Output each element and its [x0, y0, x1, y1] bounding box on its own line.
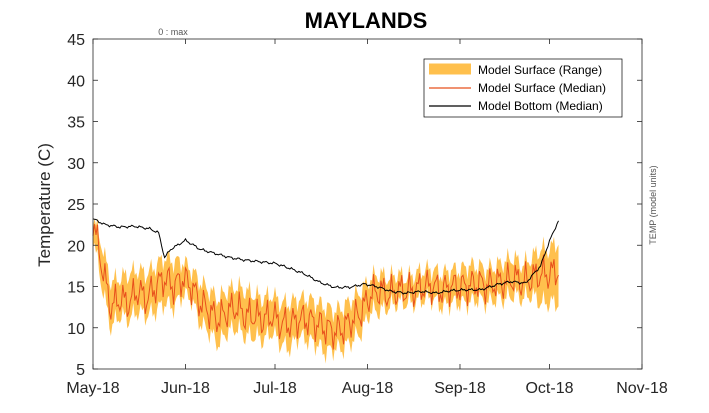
y-tick-label: 35 — [67, 115, 85, 132]
legend: Model Surface (Range) Model Surface (Med… — [423, 58, 623, 118]
legend-label-surface: Model Surface (Median) — [478, 81, 606, 95]
x-axis-ticks: May-18 Jun-18 Jul-18 Aug-18 Sep-18 Oct-18 Nov-… — [66, 39, 668, 397]
top-note: 0 : max — [158, 27, 188, 37]
x-tick-label: Oct-18 — [525, 380, 573, 397]
y-tick-label: 5 — [76, 362, 85, 379]
legend-label-range: Model Surface (Range) — [478, 63, 602, 77]
y-tick-label: 10 — [67, 321, 85, 338]
y-tick-label: 25 — [67, 197, 85, 214]
legend-label-bottom: Model Bottom (Median) — [478, 99, 603, 113]
x-tick-label: Aug-18 — [342, 380, 394, 397]
chart-title: MAYLANDS — [305, 8, 428, 33]
x-tick-label: May-18 — [66, 380, 119, 397]
x-tick-label: Jun-18 — [161, 380, 210, 397]
series-bottom-median-line — [92, 218, 559, 295]
x-tick-label: Nov-18 — [616, 380, 668, 397]
x-tick-label: Sep-18 — [434, 380, 486, 397]
y-axis-ticks: 5 10 15 20 25 30 35 40 45 — [67, 32, 642, 379]
y-tick-label: 45 — [67, 32, 85, 49]
y-tick-label: 15 — [67, 280, 85, 297]
y-tick-label: 20 — [67, 238, 85, 255]
y-tick-label: 30 — [67, 156, 85, 173]
right-axis-label: TEMP (model units) — [648, 165, 658, 244]
x-tick-label: Jul-18 — [253, 380, 297, 397]
series-surface-median-line — [92, 224, 559, 350]
legend-swatch-range — [429, 63, 471, 75]
y-axis-label: Temperature (C) — [35, 143, 54, 267]
y-tick-label: 40 — [67, 73, 85, 90]
